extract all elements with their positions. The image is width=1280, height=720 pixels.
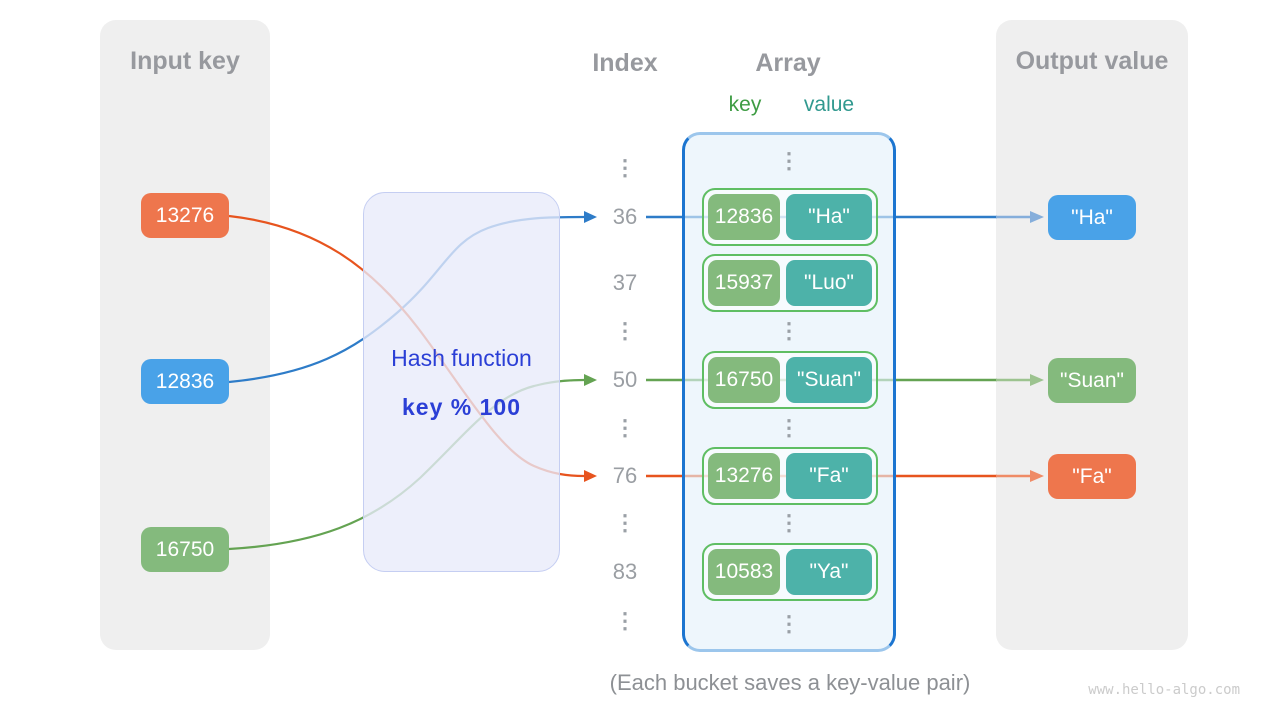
output-value-fa: "Fa": [1048, 454, 1136, 499]
bucket-value: "Luo": [786, 260, 872, 306]
arrowhead-output-fa: [1030, 470, 1044, 482]
bucket-index-76: 13276 "Fa": [702, 447, 878, 505]
index-ellipsis: ⋮: [614, 608, 636, 633]
array-ellipsis: ⋮: [778, 148, 800, 173]
bucket-index-37: 15937 "Luo": [702, 254, 878, 312]
input-key-13276: 13276: [141, 193, 229, 238]
bucket-value: "Ha": [786, 194, 872, 240]
index-column-title: Index: [592, 49, 658, 77]
index-37: 37: [612, 270, 638, 295]
array-ellipsis: ⋮: [778, 611, 800, 636]
bucket-index-50: 16750 "Suan": [702, 351, 878, 409]
bucket-value: "Fa": [786, 453, 872, 499]
output-value-panel: [996, 20, 1188, 650]
array-ellipsis: ⋮: [778, 318, 800, 343]
bucket-key: 12836: [708, 194, 780, 240]
index-ellipsis: ⋮: [614, 318, 636, 343]
bucket-index-36: 12836 "Ha": [702, 188, 878, 246]
index-ellipsis: ⋮: [614, 415, 636, 440]
arrowhead-output-suan: [1030, 374, 1044, 386]
index-83: 83: [612, 559, 638, 584]
array-ellipsis: ⋮: [778, 415, 800, 440]
bucket-key: 10583: [708, 549, 780, 595]
arrowhead-index-36: [584, 211, 597, 223]
arrowhead-index-50: [584, 374, 597, 386]
index-76: 76: [612, 463, 638, 488]
index-ellipsis: ⋮: [614, 510, 636, 535]
hash-function-formula: key % 100: [402, 394, 521, 420]
key-column-label: key: [728, 93, 762, 116]
watermark: www.hello-algo.com: [1088, 682, 1240, 698]
bucket-key: 15937: [708, 260, 780, 306]
input-key-16750: 16750: [141, 527, 229, 572]
output-value-suan: "Suan": [1048, 358, 1136, 403]
array-ellipsis: ⋮: [778, 510, 800, 535]
input-key-12836: 12836: [141, 359, 229, 404]
bucket-key: 13276: [708, 453, 780, 499]
diagram-caption: (Each bucket saves a key-value pair): [609, 670, 971, 695]
output-value-ha: "Ha": [1048, 195, 1136, 240]
bucket-value: "Ya": [786, 549, 872, 595]
arrowhead-output-ha: [1030, 211, 1044, 223]
output-panel-title: Output value: [1015, 47, 1169, 75]
index-36: 36: [612, 204, 638, 229]
hash-function-box: [363, 192, 560, 572]
bucket-key: 16750: [708, 357, 780, 403]
array-column-title: Array: [755, 49, 821, 77]
index-ellipsis: ⋮: [614, 155, 636, 180]
bucket-value: "Suan": [786, 357, 872, 403]
bucket-index-83: 10583 "Ya": [702, 543, 878, 601]
input-panel-title: Input key: [130, 47, 240, 75]
index-50: 50: [612, 367, 638, 392]
value-column-label: value: [803, 93, 855, 116]
arrowhead-index-76: [584, 470, 597, 482]
hash-function-title: Hash function: [391, 345, 532, 371]
